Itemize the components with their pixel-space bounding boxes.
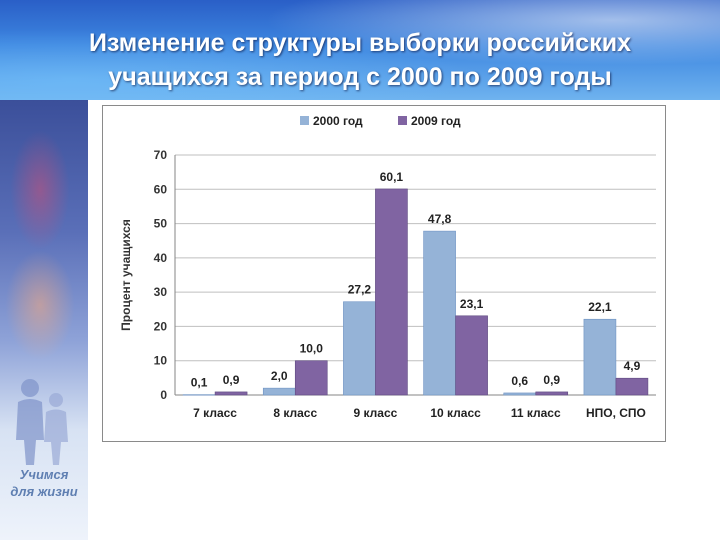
bar-chart: 0 10 20 30 40 50 60 70 Процент учащихся 0,1 0,9 7 к… [119, 114, 656, 420]
sidebar-decor-shape [10, 130, 70, 250]
data-label: 10,0 [300, 342, 324, 356]
x-tick-label: 11 класс [511, 406, 561, 420]
bar [423, 230, 456, 396]
legend-label: 2009 год [411, 114, 461, 128]
bar [182, 394, 216, 396]
y-tick-label: 0 [160, 388, 167, 402]
legend-swatch [398, 116, 407, 125]
slide-header-background [0, 0, 720, 100]
bar [375, 188, 408, 396]
data-label: 23,1 [460, 297, 484, 311]
legend-swatch [300, 116, 309, 125]
bar [262, 387, 296, 396]
sidebar-decoration [0, 100, 88, 540]
data-label: 0,6 [511, 374, 528, 388]
legend-label: 2000 год [313, 114, 363, 128]
slogan: Учимся для жизни [2, 466, 86, 500]
slide-title: Изменение структуры выборки российских у… [20, 26, 700, 94]
slide-title-line: учащихся за период с 2000 по 2009 годы [108, 63, 612, 91]
bar [294, 360, 328, 396]
data-label: 27,2 [348, 283, 372, 297]
bar [343, 301, 376, 396]
y-tick-label: 50 [154, 217, 168, 231]
x-tick-label: НПО, СПО [586, 406, 646, 420]
x-tick-label: 8 класс [273, 406, 317, 420]
slogan-line: для жизни [10, 484, 78, 499]
y-tick-label: 40 [154, 251, 168, 265]
bar [503, 392, 537, 396]
data-label: 0,1 [191, 376, 208, 390]
slogan-line: Учимся [19, 467, 69, 482]
bar [535, 391, 569, 396]
data-label: 2,0 [271, 369, 288, 383]
bar [214, 391, 248, 396]
data-label: 4,9 [624, 359, 641, 373]
slide-title-line: Изменение структуры выборки российских [89, 29, 631, 57]
x-tick-label: 10 класс [430, 406, 481, 420]
bar [455, 315, 488, 396]
data-label: 0,9 [223, 373, 240, 387]
x-tick-label: 7 класс [193, 406, 237, 420]
people-silhouette-icon [16, 379, 68, 465]
y-tick-label: 70 [154, 148, 168, 162]
data-label: 0,9 [543, 373, 560, 387]
data-label: 47,8 [428, 212, 452, 226]
sidebar-decor-shape [5, 250, 75, 360]
y-tick-label: 60 [154, 182, 168, 196]
bar [615, 377, 649, 396]
y-axis-label: Процент учащихся [119, 219, 133, 331]
y-tick-label: 10 [154, 354, 168, 368]
bar [583, 318, 617, 396]
data-label: 60,1 [380, 170, 404, 184]
data-label: 22,1 [588, 300, 612, 314]
y-tick-label: 20 [154, 319, 168, 333]
y-tick-label: 30 [154, 285, 168, 299]
x-tick-label: 9 класс [354, 406, 398, 420]
